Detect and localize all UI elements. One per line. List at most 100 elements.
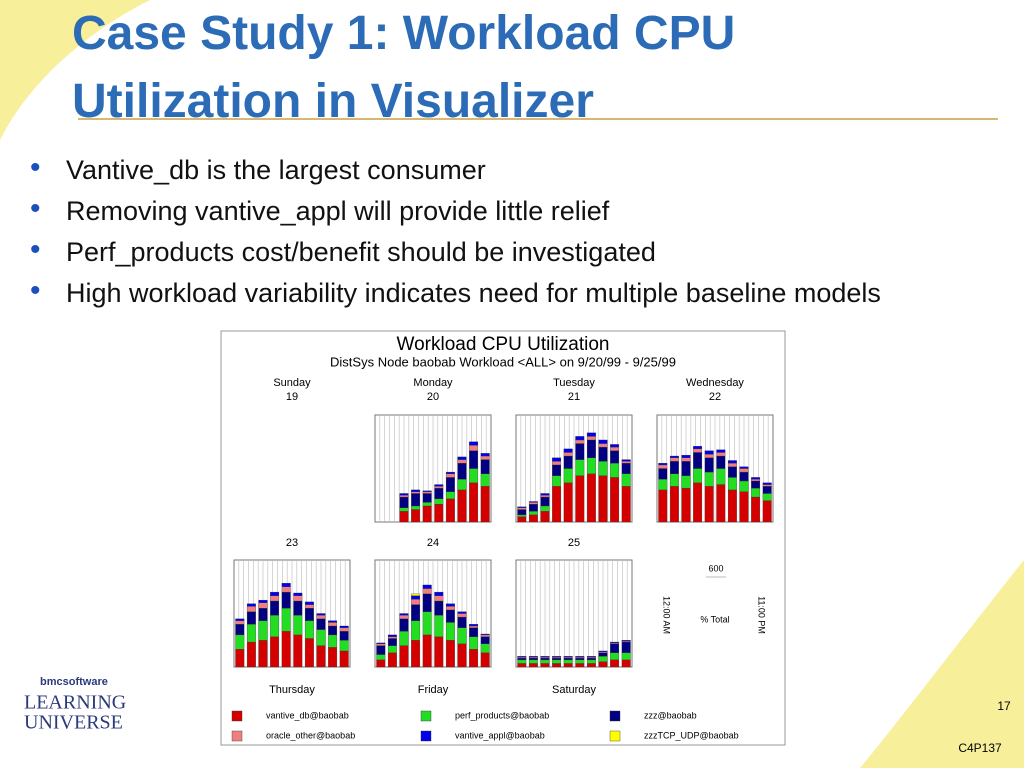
bar-segment (422, 611, 432, 636)
bar-segment (422, 490, 432, 492)
bar-segment (339, 650, 349, 668)
legend-label: vantive_appl@baobab (455, 730, 545, 740)
bar-segment (376, 642, 386, 644)
bar-segment (457, 456, 467, 460)
bar-segment (540, 659, 550, 664)
bar-segment (621, 652, 631, 661)
bar-segment (575, 443, 585, 460)
bar-segment (552, 461, 562, 466)
bar-segment (480, 486, 490, 523)
bar-segment (563, 448, 573, 453)
bar-segment (621, 641, 631, 653)
bar-segment (762, 486, 772, 494)
bar-segment (422, 505, 432, 523)
bar-segment (457, 613, 467, 618)
bar-segment (411, 491, 421, 494)
legend-swatch (420, 730, 432, 742)
bar-segment (540, 496, 550, 507)
bar-segment (563, 663, 573, 668)
bar-segment (563, 468, 573, 483)
bar-segment (552, 457, 562, 462)
y-axis-label: % Total (700, 614, 729, 624)
bar-segment (399, 613, 409, 616)
legend-swatch (231, 710, 243, 722)
bar-segment (552, 656, 562, 658)
bar-segment (258, 599, 268, 603)
bar-segment (246, 624, 256, 643)
bar-segment (517, 663, 527, 668)
bar-segment (445, 640, 455, 668)
bar-segment (693, 452, 703, 469)
bar-segment (621, 659, 631, 668)
bar-segment (399, 645, 409, 668)
bar-segment (517, 659, 527, 664)
bar-segment (669, 486, 679, 523)
bar-segment (469, 450, 479, 469)
bar-segment (328, 625, 338, 636)
bar-segment (422, 588, 432, 595)
bar-segment (658, 464, 668, 469)
bar-segment (246, 641, 256, 668)
bar-segment (716, 468, 726, 485)
bar-segment (422, 491, 432, 494)
bar-segment (457, 479, 467, 491)
bar-segment (610, 450, 620, 464)
bar-segment (281, 608, 291, 632)
bar-segment (540, 495, 550, 498)
bar-segment (293, 615, 303, 636)
bar-segment (399, 493, 409, 496)
bar-segment (328, 647, 338, 668)
bar-segment (399, 507, 409, 512)
slide-code: C4P137 (958, 741, 1002, 755)
bar-segment (575, 439, 585, 444)
legend-swatch (231, 730, 243, 742)
chart-frame (220, 330, 786, 746)
bar-segment (445, 498, 455, 523)
bar-segment (598, 439, 608, 444)
x-start-label: 12:00 AM (662, 596, 672, 634)
bar-segment (528, 502, 538, 505)
legend-swatch (609, 710, 621, 722)
bar-segment (610, 477, 620, 523)
bar-segment (517, 657, 527, 661)
bar-segment (445, 491, 455, 499)
bar-segment (457, 489, 467, 523)
bar-segment (540, 663, 550, 668)
bar-segment (434, 504, 444, 523)
bar-segment (575, 659, 585, 664)
bar-segment (480, 455, 490, 460)
bar-segment (693, 446, 703, 450)
bar-segment (610, 462, 620, 478)
bar-segment (411, 509, 421, 523)
legend-label: zzz@baobab (644, 710, 697, 720)
page-number: 17 (997, 699, 1011, 713)
bar-segment (304, 638, 314, 668)
bar-segment (480, 453, 490, 457)
x-end-label: 11:00 PM (757, 596, 767, 634)
bar-segment (445, 471, 455, 475)
bar-segment (739, 491, 749, 523)
bar-segment (621, 486, 631, 523)
bar-segment (669, 457, 679, 462)
date-label: 21 (568, 391, 580, 403)
bar-segment (469, 445, 479, 451)
bar-segment (751, 487, 761, 498)
bar-segment (328, 620, 338, 623)
bar-segment (681, 461, 691, 476)
bar-segment (762, 484, 772, 487)
bar-segment (716, 449, 726, 453)
bar-segment (621, 640, 631, 642)
y-tick-label: 600 (708, 563, 723, 573)
bar-segment (399, 496, 409, 508)
bar-segment (469, 441, 479, 446)
bar-segment (445, 473, 455, 478)
bar-segment (716, 484, 726, 523)
bar-segment (469, 482, 479, 523)
date-label: 25 (568, 537, 580, 549)
bar-segment (704, 450, 714, 455)
bar-segment (658, 468, 668, 480)
day-label: Monday (413, 377, 453, 389)
bar-segment (540, 511, 550, 523)
date-label: 23 (286, 537, 298, 549)
